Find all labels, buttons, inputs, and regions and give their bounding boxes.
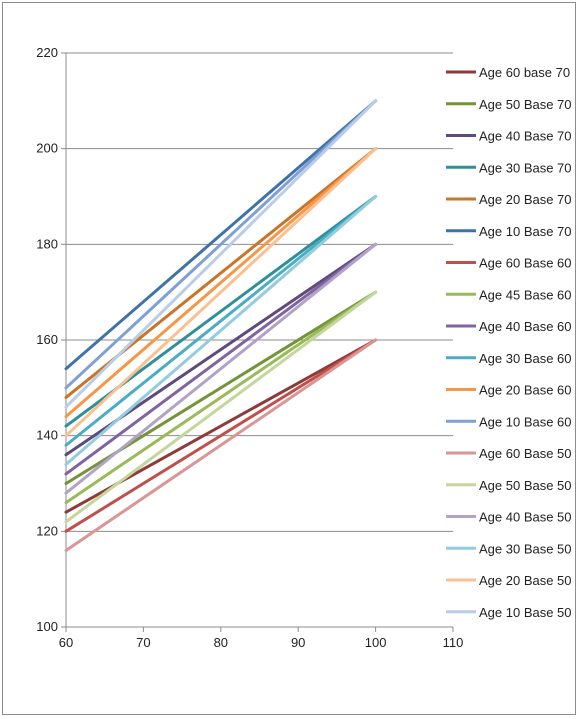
legend-label: Age 45 Base 60 [479,287,572,302]
legend-label: Age 30 Base 50 [479,541,572,556]
legend-label: Age 20 Base 50 [479,573,572,588]
series-line-9 [64,195,378,447]
legend-label: Age 20 Base 70 [479,192,572,207]
legend-label: Age 10 Base 50 [479,605,572,620]
series-line-17 [64,99,378,409]
series-line-8 [64,242,378,476]
axes [61,52,454,632]
x-tick-label: 70 [136,635,150,650]
legend-label: Age 50 Base 50 [479,478,572,493]
y-tick-label: 140 [36,428,58,443]
y-tick-label: 160 [36,332,58,347]
series-line-7 [64,290,378,505]
y-tick-label: 200 [36,141,58,156]
series-line-10 [64,147,378,419]
x-tick-label: 90 [291,635,305,650]
x-tick-label: 60 [59,635,73,650]
legend-label: Age 60 Base 60 [479,256,572,271]
legend-label: Age 40 Base 70 [479,129,572,144]
legend-label: Age 10 Base 60 [479,414,572,429]
legend-label: Age 30 Base 60 [479,351,572,366]
series-line-13 [64,290,378,524]
series-line-16 [64,147,378,438]
series-line-11 [64,99,378,390]
legend-label: Age 40 Base 50 [479,510,572,525]
legend-label: Age 40 Base 60 [479,319,572,334]
legend-label: Age 60 Base 50 [479,446,572,461]
series-line-15 [64,195,378,466]
y-tick-label: 220 [36,45,58,60]
legend-label: Age 60 base 70 [479,65,570,80]
series-lines [64,99,378,552]
y-tick-label: 180 [36,236,58,251]
y-tick-label: 120 [36,523,58,538]
x-tick-label: 110 [443,635,464,650]
x-tick-label: 80 [214,635,228,650]
gridlines [66,52,453,532]
series-line-6 [64,338,378,533]
legend-label: Age 50 Base 70 [479,97,572,112]
y-tick-label: 100 [36,619,58,634]
series-line-12 [64,338,378,552]
series-line-14 [64,242,378,495]
legend-label: Age 20 Base 60 [479,383,572,398]
x-tick-label: 100 [365,635,387,650]
legend-label: Age 30 Base 70 [479,160,572,175]
tick-labels: 100 120 140 160 180 200 220 60 70 80 90 100 110 [36,45,463,650]
legend-label: Age 10 Base 70 [479,224,572,239]
legend: Age 60 base 70 Age 50 Base 70 Age 40 Base … [446,65,572,620]
series-line-5 [64,99,378,371]
